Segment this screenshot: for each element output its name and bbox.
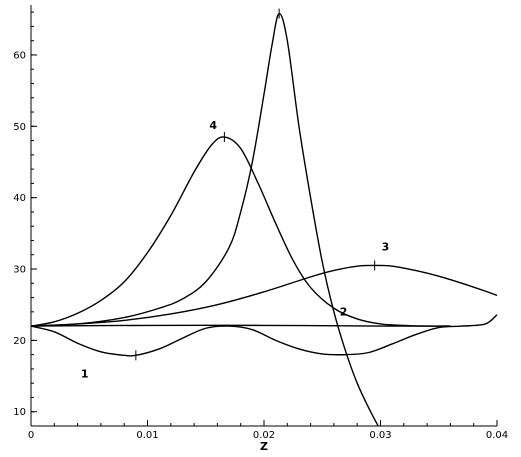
- x-ticks: 0 0.01 0.02 0.03 0.04: [28, 420, 508, 441]
- x-axis-label: Z: [260, 440, 268, 453]
- axes: [30, 5, 497, 427]
- curves: [30, 8, 498, 427]
- x-tick-label: 0.01: [136, 430, 158, 441]
- series-2-line: [30, 324, 451, 327]
- x-tick-label: 0.04: [486, 430, 508, 441]
- series-5-line: [30, 12, 379, 427]
- x-tick-label: 0: [28, 430, 34, 441]
- x-tick-label: 0.03: [369, 430, 391, 441]
- series-3-line: [30, 264, 498, 327]
- y-tick-label: 60: [13, 50, 26, 61]
- x-tick-label: 0.02: [253, 430, 275, 441]
- y-tick-label: 10: [13, 407, 26, 418]
- series-1-line: [30, 314, 498, 357]
- series-1-label: 1: [81, 367, 89, 380]
- series-3-label: 3: [382, 240, 390, 253]
- y-tick-label: 50: [13, 122, 26, 133]
- y-ticks: 10 20 30 40 50 60: [13, 11, 37, 418]
- series-2-label: 2: [340, 306, 348, 319]
- series-4-label: 4: [209, 119, 217, 132]
- y-tick-label: 30: [13, 265, 26, 276]
- y-tick-label: 20: [13, 336, 26, 347]
- y-tick-label: 40: [13, 193, 26, 204]
- series-4-line: [30, 136, 451, 327]
- curve-labels: 12345: [81, 119, 390, 380]
